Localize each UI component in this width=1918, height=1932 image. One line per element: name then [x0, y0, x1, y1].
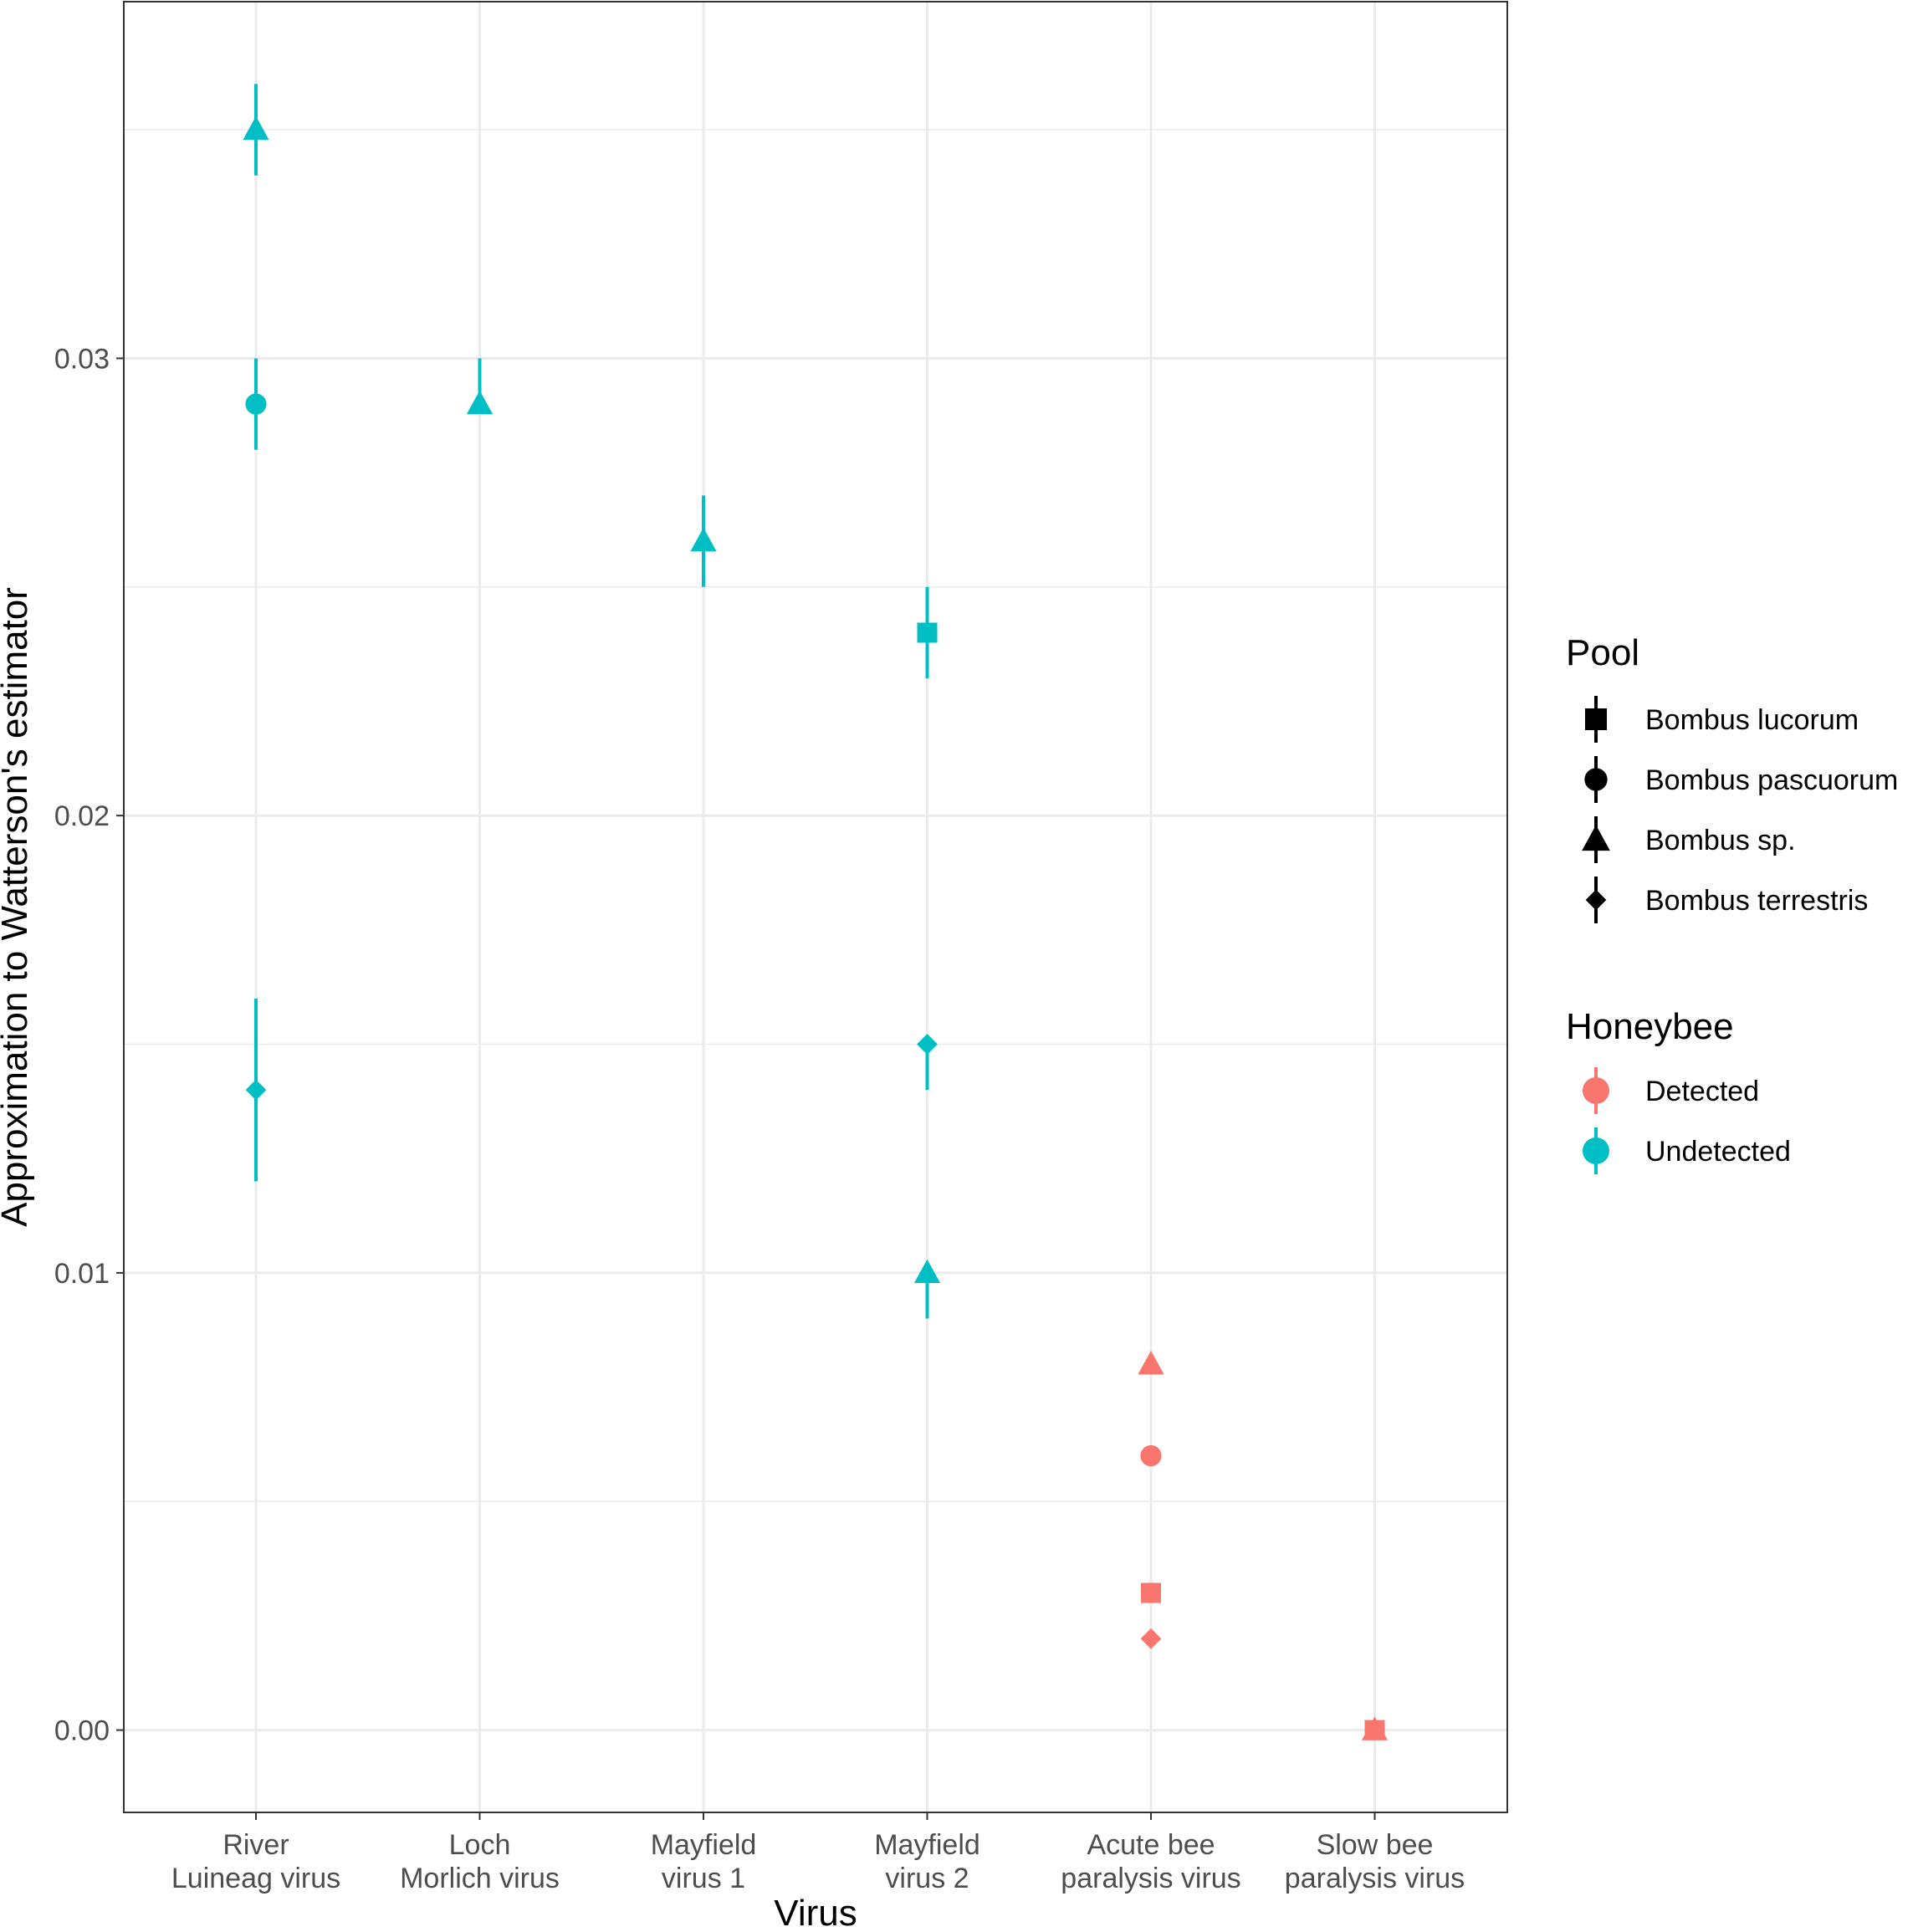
y-tick-label: 0.01	[54, 1258, 110, 1290]
legend-key-shape	[1585, 708, 1607, 730]
x-tick-label: paralysis virus	[1061, 1863, 1240, 1894]
data-point	[466, 390, 494, 415]
x-tick-label: Mayfield	[651, 1829, 757, 1861]
x-tick-label: Morlich virus	[400, 1863, 560, 1894]
panel-border	[123, 1, 1508, 1813]
legend-key-shape	[1584, 768, 1608, 791]
y-tick-label: 0.03	[54, 343, 110, 375]
y-tick-label: 0.00	[54, 1715, 110, 1747]
x-tick-label: Acute bee	[1087, 1829, 1215, 1861]
data-point	[243, 115, 269, 141]
data-point	[245, 1079, 267, 1101]
x-tick-label: virus 1	[662, 1863, 745, 1894]
legend-label: Bombus terrestris	[1645, 885, 1868, 917]
legend-label: Bombus lucorum	[1645, 704, 1859, 736]
legend-label: Bombus sp.	[1645, 825, 1796, 856]
y-tick-label: 0.02	[54, 800, 110, 832]
x-tick-label: Luineag virus	[171, 1863, 340, 1894]
data-point	[1140, 1628, 1162, 1649]
legend-title-pool: Pool	[1566, 632, 1639, 673]
x-tick-label: Loch	[449, 1829, 511, 1861]
data-point	[1361, 1716, 1389, 1740]
x-tick-label: paralysis virus	[1285, 1863, 1465, 1894]
legend-title-honeybee: Honeybee	[1566, 1006, 1734, 1047]
x-axis-title: Virus	[774, 1893, 857, 1932]
marks-layer	[243, 84, 1389, 1740]
legend-label: Bombus pascuorum	[1645, 764, 1898, 796]
legend-key-dot	[1583, 1077, 1609, 1104]
data-point	[1138, 1351, 1164, 1375]
x-tick-label: virus 2	[885, 1863, 969, 1894]
data-point	[917, 1034, 938, 1055]
grid-layer	[124, 2, 1507, 1812]
panel-background	[124, 2, 1507, 1812]
y-axis-title: Approximation to Watterson's estimator	[0, 587, 35, 1227]
data-point	[690, 527, 717, 552]
legend-key-shape	[1585, 889, 1607, 911]
legend-label: Detected	[1645, 1076, 1759, 1107]
x-tick-label: River	[222, 1829, 289, 1861]
data-point	[1140, 1444, 1162, 1467]
legend-label: Undetected	[1645, 1136, 1791, 1168]
data-point	[245, 393, 267, 415]
data-point	[917, 622, 938, 643]
x-tick-label: Mayfield	[874, 1829, 980, 1861]
data-point	[1141, 1582, 1161, 1603]
x-tick-label: Slow bee	[1317, 1829, 1434, 1861]
legend-key-dot	[1583, 1137, 1609, 1164]
legend-key-shape	[1582, 825, 1610, 851]
data-point	[913, 1259, 941, 1284]
